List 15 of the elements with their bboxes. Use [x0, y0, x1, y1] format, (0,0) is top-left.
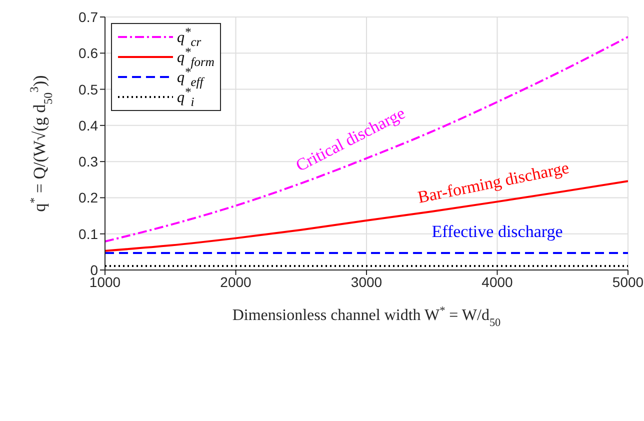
- line-series: [105, 36, 628, 242]
- annotation: Bar-forming discharge: [416, 158, 571, 207]
- x-tick-label: 3000: [350, 274, 382, 290]
- y-tick-label: 0.4: [78, 117, 98, 134]
- annotation: Effective discharge: [432, 222, 563, 241]
- y-tick-label: 0.7: [78, 8, 98, 25]
- x-tick-label: 4000: [482, 274, 514, 290]
- x-tick-label: 2000: [220, 274, 252, 290]
- x-tick-label: 5000: [612, 274, 644, 290]
- x-axis-title: Dimensionless channel width W$^{*}$ = W/d$_{50}$: [232, 305, 502, 329]
- y-tick-label: 0.5: [78, 81, 98, 98]
- y-tick-label: 0.6: [78, 45, 98, 62]
- y-tick-label: 0.2: [78, 190, 98, 206]
- y-tick-label: 0.3: [78, 154, 98, 170]
- y-tick-label: 0.1: [78, 226, 98, 242]
